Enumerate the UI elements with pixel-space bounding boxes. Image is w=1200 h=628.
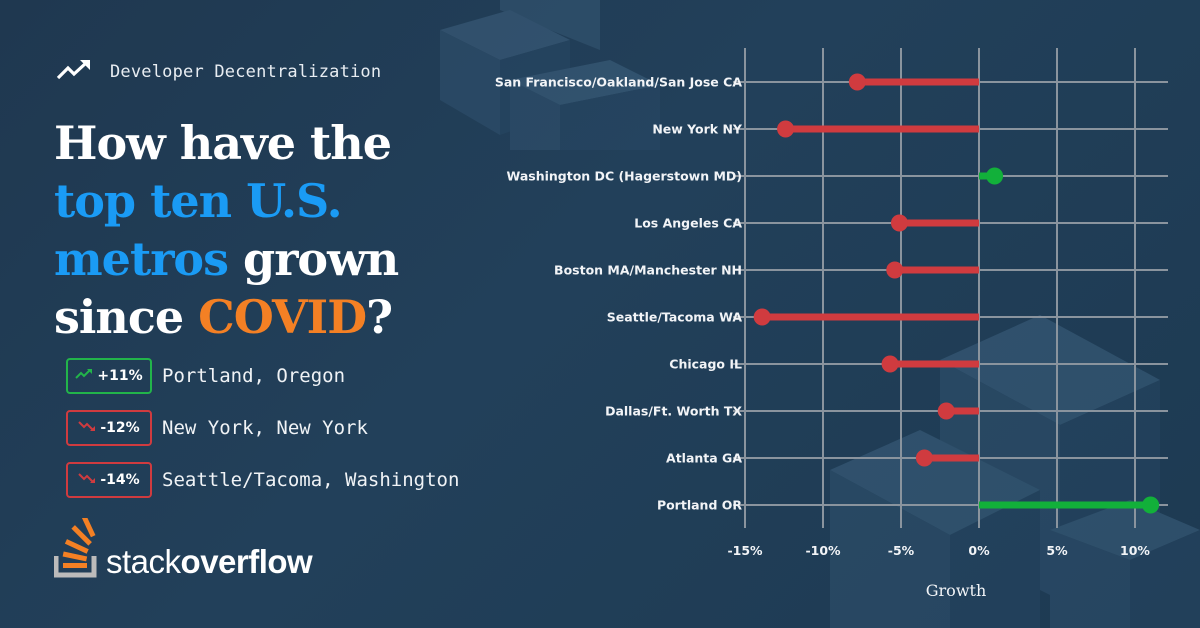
logo-wordmark-light: stack [106, 543, 181, 580]
highlight-row-new-york: -12% New York, New York [66, 410, 459, 446]
y-axis-label: Los Angeles CA [634, 215, 742, 231]
highlight-list: +11% Portland, Oregon -12% New York, New… [66, 358, 459, 514]
highlight-label: Portland, Oregon [162, 365, 346, 387]
badge-value: +11% [97, 368, 143, 384]
y-axis-label: Boston MA/Manchester NH [554, 262, 742, 278]
lollipop-dot [890, 214, 908, 232]
highlight-label: New York, New York [162, 417, 368, 439]
x-axis-tick-label: -15% [727, 543, 763, 558]
status-badge: -12% [66, 410, 152, 446]
lollipop-dot [886, 261, 904, 279]
headline-highlight-blue: top ten U.S. [54, 174, 343, 228]
y-axis-label: San Francisco/Oakland/San Jose CA [494, 74, 742, 90]
status-badge: +11% [66, 358, 152, 394]
background-box-decoration [440, 0, 740, 150]
x-axis-tick-label: 5% [1046, 543, 1068, 558]
x-axis-tick-label: 0% [968, 543, 990, 558]
stack-overflow-logo: stackoverflow [53, 515, 313, 582]
headline-highlight-orange: COVID [198, 290, 367, 344]
badge-value: -12% [100, 420, 140, 436]
headline-line-1: How have the [54, 116, 392, 170]
y-axis-label: Washington DC (Hagerstown MD) [506, 168, 743, 184]
trend-down-icon [78, 420, 96, 436]
lollipop-dot [937, 402, 955, 420]
lollipop-dot [777, 120, 795, 138]
logo-wordmark: stackoverflow [106, 543, 313, 580]
page-title: How have the top ten U.S. metros grown s… [54, 114, 454, 346]
lollipop-dot [986, 167, 1004, 185]
headline-highlight-blue: metros [54, 232, 229, 286]
kicker-text: Developer Decentralization [110, 62, 382, 82]
x-axis-title: Growth [925, 581, 987, 600]
trending-up-icon [56, 58, 92, 86]
y-axis-label: Atlanta GA [666, 450, 742, 466]
highlight-row-portland: +11% Portland, Oregon [66, 358, 459, 394]
y-axis-label: Seattle/Tacoma WA [606, 309, 742, 325]
highlight-label: Seattle/Tacoma, Washington [162, 469, 460, 491]
y-axis-label: New York NY [652, 121, 742, 137]
lollipop-dot [881, 355, 899, 373]
y-axis-label: Dallas/Ft. Worth TX [605, 403, 742, 419]
trend-down-icon [78, 472, 96, 488]
lollipop-dot [848, 73, 866, 91]
status-badge: -14% [66, 462, 152, 498]
x-axis-tick-label: -10% [805, 543, 841, 558]
headline-text: since [54, 290, 199, 344]
lollipop-dot [753, 308, 771, 326]
kicker: Developer Decentralization [56, 58, 381, 86]
x-axis-tick-label: -5% [887, 543, 915, 558]
lollipop-dot [915, 449, 933, 467]
headline-text: ? [366, 290, 393, 344]
x-axis-tick-label: 10% [1120, 543, 1150, 558]
trend-up-icon [75, 368, 93, 384]
highlight-row-seattle: -14% Seattle/Tacoma, Washington [66, 462, 459, 498]
y-axis-label: Chicago IL [669, 356, 742, 372]
background-box-decoration [830, 300, 1200, 628]
logo-wordmark-bold: overflow [180, 543, 313, 580]
stack-overflow-logo-icon [53, 515, 100, 582]
lollipop-dot [1142, 496, 1160, 514]
y-axis-label: Portland OR [656, 497, 742, 513]
headline-text: grown [228, 232, 399, 286]
badge-value: -14% [100, 472, 140, 488]
